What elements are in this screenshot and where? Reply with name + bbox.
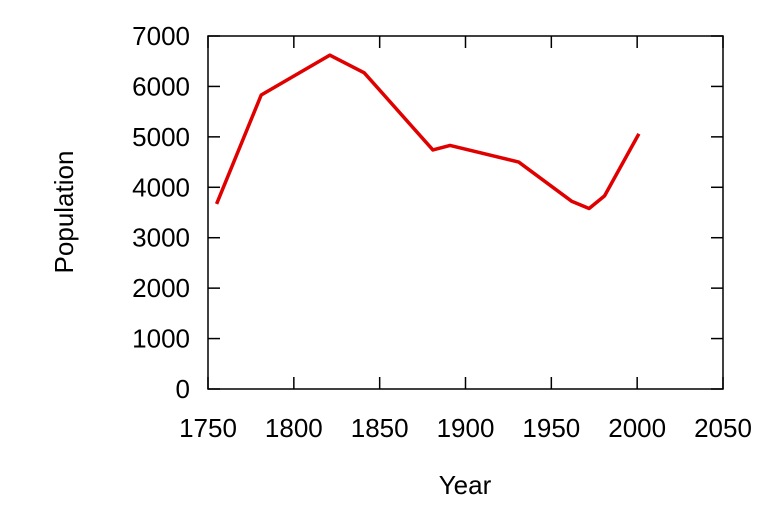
x-tick-label: 2050: [694, 413, 752, 443]
x-tick-label: 1850: [351, 413, 409, 443]
x-tick-label: 2000: [608, 413, 666, 443]
y-tick-label: 7000: [132, 21, 190, 51]
x-tick-label: 1950: [522, 413, 580, 443]
y-axis-label: Population: [49, 151, 79, 274]
ticks: [208, 36, 723, 389]
x-tick-labels: 1750 1800 1850 1900 1950 2000 2050: [179, 413, 752, 443]
x-axis-label: Year: [439, 470, 492, 500]
y-tick-labels: 0 1000 2000 3000 4000 5000 6000 7000: [132, 21, 190, 404]
y-tick-label: 3000: [132, 223, 190, 253]
y-tick-label: 2000: [132, 273, 190, 303]
y-tick-label: 0: [176, 374, 190, 404]
plot-frame: [208, 36, 723, 389]
x-tick-label: 1750: [179, 413, 237, 443]
x-tick-label: 1900: [437, 413, 495, 443]
y-tick-label: 1000: [132, 324, 190, 354]
series-line: [217, 55, 639, 208]
data-points: [216, 55, 639, 209]
y-tick-label: 6000: [132, 71, 190, 101]
x-tick-label: 1800: [265, 413, 323, 443]
y-tick-label: 4000: [132, 172, 190, 202]
y-tick-label: 5000: [132, 122, 190, 152]
